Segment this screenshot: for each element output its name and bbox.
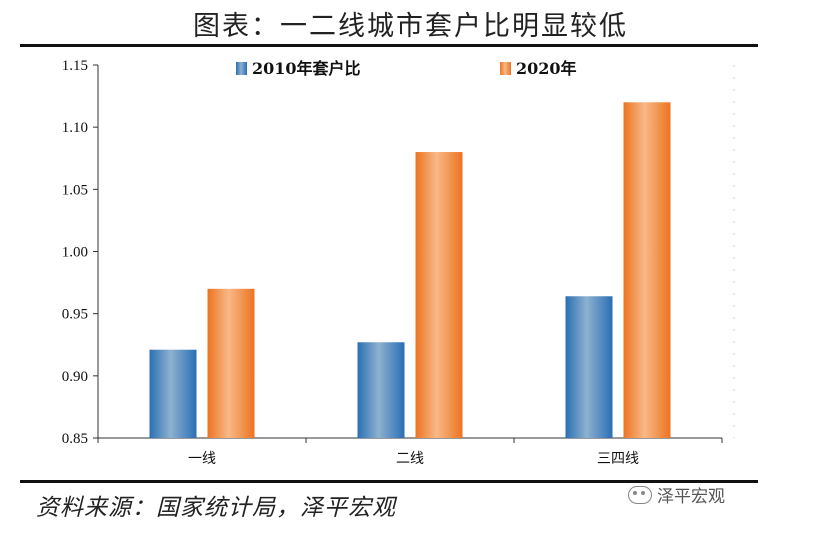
y-tick-label: 1.00 <box>62 245 88 261</box>
legend: 2010年套户比 2020年 <box>236 59 577 78</box>
bar-2020 <box>415 152 463 439</box>
chart-title: 图表：一二线城市套户比明显较低 <box>193 11 628 42</box>
bar-2010 <box>565 296 613 438</box>
y-tick-label: 1.15 <box>62 58 88 74</box>
bar-2020 <box>207 288 255 438</box>
wechat-icon <box>628 485 652 504</box>
bar-2010 <box>357 342 405 438</box>
y-tick-label: 0.90 <box>62 369 88 385</box>
x-tick-label: 三四线 <box>597 451 639 467</box>
watermark-text: 泽平宏观 <box>657 487 725 507</box>
y-tick-label: 0.85 <box>62 431 88 447</box>
legend-label: 2020年 <box>516 59 577 78</box>
legend-swatch <box>500 62 511 75</box>
top-divider <box>20 44 758 47</box>
bar-2010 <box>149 349 197 438</box>
y-tick-label: 0.95 <box>62 307 88 323</box>
y-tick-label: 1.10 <box>62 120 88 136</box>
y-tick-label: 1.05 <box>62 182 88 198</box>
legend-label: 2010年套户比 <box>252 59 361 78</box>
x-tick-label: 一线 <box>188 451 216 467</box>
x-tick-label: 二线 <box>396 451 424 467</box>
source-note: 资料来源：国家统计局，泽平宏观 <box>36 495 396 521</box>
bar-2020 <box>623 102 671 439</box>
legend-swatch <box>236 62 247 75</box>
bottom-divider <box>20 480 758 483</box>
watermark: 泽平宏观 <box>628 482 725 507</box>
